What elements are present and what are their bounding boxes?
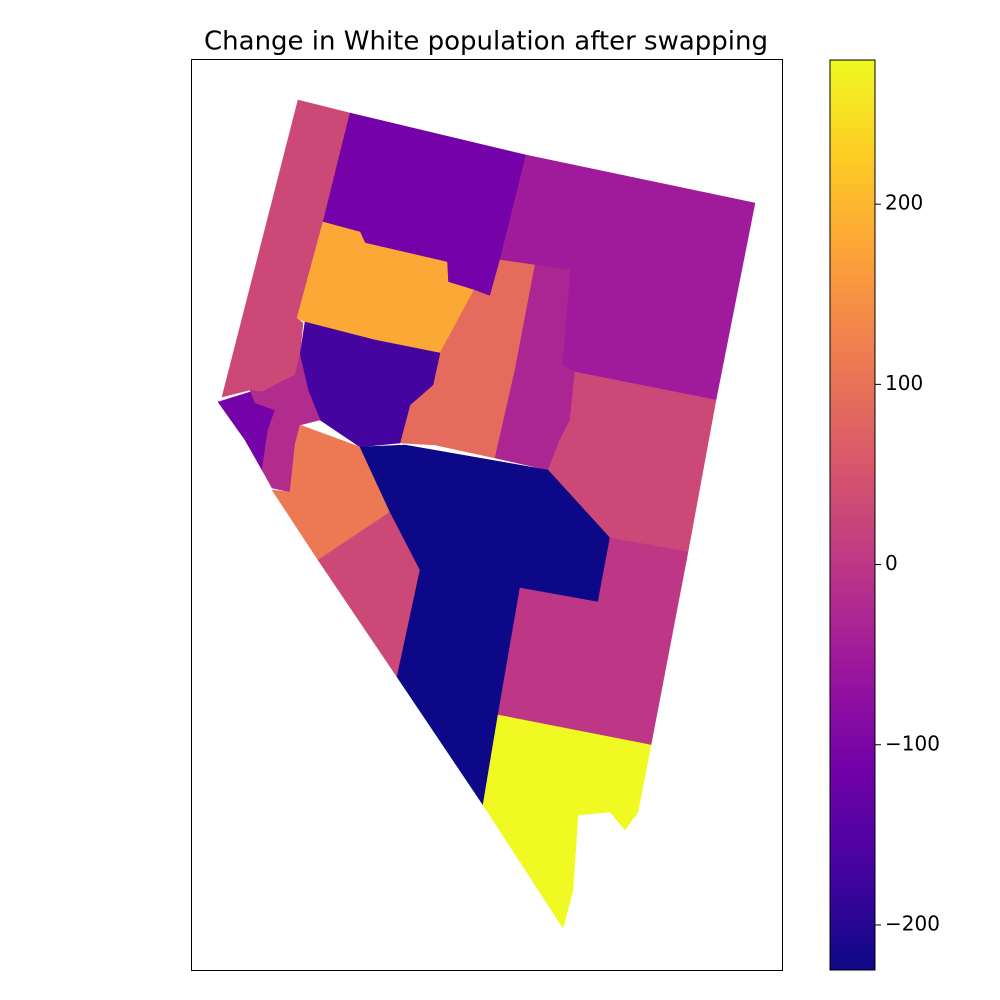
map-frame <box>191 59 783 971</box>
colorbar-tick-label: 200 <box>885 191 923 215</box>
colorbar-tick-label: −100 <box>885 731 940 755</box>
chart-title: Change in White population after swappin… <box>204 27 768 57</box>
region <box>482 714 652 929</box>
colorbar <box>829 59 876 971</box>
colorbar-tick-label: 100 <box>885 371 923 395</box>
colorbar-tick-label: 0 <box>885 551 898 575</box>
colorbar-tick-label: −200 <box>885 911 940 935</box>
